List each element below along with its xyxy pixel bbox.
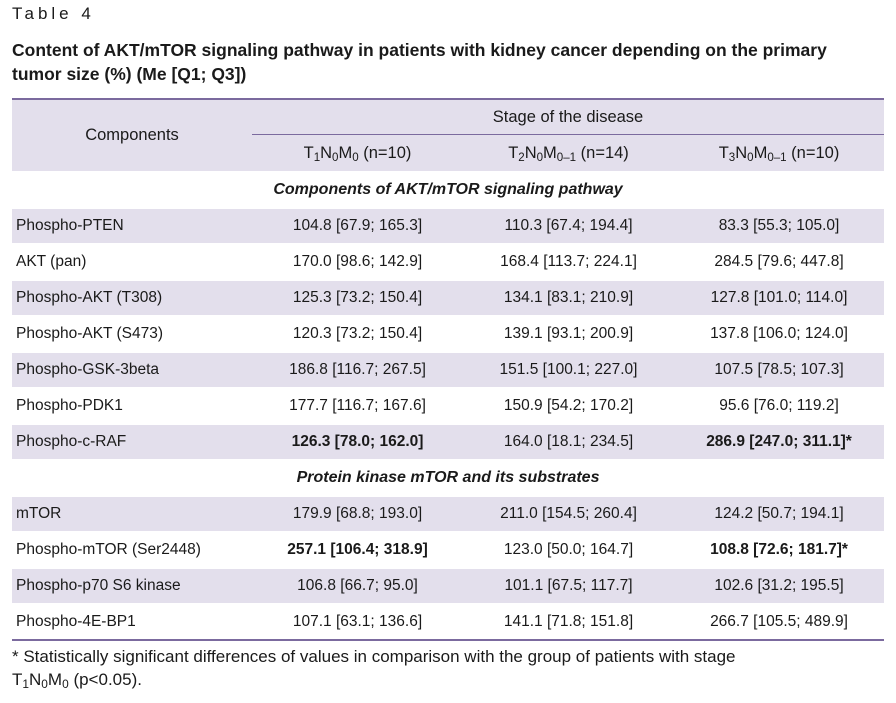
component-name: Phospho-AKT (S473) [12,316,252,353]
component-name: Phospho-PDK1 [12,388,252,425]
table-row: Phospho-PTEN 104.8 [67.9; 165.3] 110.3 [67… [12,208,885,245]
table-row: Phospho-c-RAF 126.3 [78.0; 162.0] 164.0 [1… [12,424,885,461]
value-cell: 164.0 [18.1; 234.5] [463,424,674,461]
footnote-text: * Statistically significant differences … [12,647,736,666]
header-components: Components [12,99,252,173]
table-row: Phospho-4E-BP1 107.1 [63.1; 136.6] 141.1 [… [12,604,885,640]
value-cell: 102.6 [31.2; 195.5] [674,568,885,605]
value-cell: 104.8 [67.9; 165.3] [252,208,463,245]
section-title: Components of AKT/mTOR signaling pathway [12,172,885,209]
value-cell: 168.4 [113.7; 224.1] [463,244,674,281]
table-row: Phospho-GSK-3beta 186.8 [116.7; 267.5] 151… [12,352,885,389]
header-stage-column-1: T1N0M0 (n=10) [252,134,463,173]
value-cell: 120.3 [73.2; 150.4] [252,316,463,353]
value-cell: 106.8 [66.7; 95.0] [252,568,463,605]
value-cell: 95.6 [76.0; 119.2] [674,388,885,425]
footnote-stage: T1N0M0 [12,670,69,691]
component-name: Phospho-GSK-3beta [12,352,252,389]
table-label: Table 4 [12,4,95,23]
header-stage-column-2: T2N0M0–1 (n=14) [463,134,674,173]
value-cell: 101.1 [67.5; 117.7] [463,568,674,605]
component-name: Phospho-p70 S6 kinase [12,568,252,605]
value-cell: 266.7 [105.5; 489.9] [674,604,885,640]
value-cell: 211.0 [154.5; 260.4] [463,496,674,533]
value-cell: 150.9 [54.2; 170.2] [463,388,674,425]
data-table: Components Stage of the disease T1N0M0 (… [12,98,885,641]
section-row: Protein kinase mTOR and its substrates [12,460,885,497]
value-cell: 257.1 [106.4; 318.9] [252,532,463,569]
value-cell: 177.7 [116.7; 167.6] [252,388,463,425]
table-row: Phospho-AKT (S473) 120.3 [73.2; 150.4] 139… [12,316,885,353]
value-cell: 284.5 [79.6; 447.8] [674,244,885,281]
table-row: Phospho-mTOR (Ser2448) 257.1 [106.4; 318.… [12,532,885,569]
value-cell: 108.8 [72.6; 181.7]* [674,532,885,569]
value-cell: 123.0 [50.0; 164.7] [463,532,674,569]
value-cell: 107.1 [63.1; 136.6] [252,604,463,640]
table-row: mTOR 179.9 [68.8; 193.0] 211.0 [154.5; 260… [12,496,885,533]
value-cell: 151.5 [100.1; 227.0] [463,352,674,389]
section-row: Components of AKT/mTOR signaling pathway [12,172,885,209]
value-cell: 137.8 [106.0; 124.0] [674,316,885,353]
value-cell: 139.1 [93.1; 200.9] [463,316,674,353]
value-cell: 134.1 [83.1; 210.9] [463,280,674,317]
footnote: * Statistically significant differences … [12,645,890,691]
table-title: Content of AKT/mTOR signaling pathway in… [12,40,827,84]
value-cell: 170.0 [98.6; 142.9] [252,244,463,281]
component-name: AKT (pan) [12,244,252,281]
value-cell: 141.1 [71.8; 151.8] [463,604,674,640]
value-cell: 124.2 [50.7; 194.1] [674,496,885,533]
table-row: Phospho-p70 S6 kinase 106.8 [66.7; 95.0] 1… [12,568,885,605]
footnote-p: (p<0.05). [68,670,142,689]
component-name: Phospho-c-RAF [12,424,252,461]
component-name: Phospho-AKT (T308) [12,280,252,317]
component-name: Phospho-mTOR (Ser2448) [12,532,252,569]
component-name: mTOR [12,496,252,533]
header-stage: Stage of the disease [252,99,885,135]
table-row: Phospho-AKT (T308) 125.3 [73.2; 150.4] 134… [12,280,885,317]
value-cell: 107.5 [78.5; 107.3] [674,352,885,389]
table-row: Phospho-PDK1 177.7 [116.7; 167.6] 150.9 [5… [12,388,885,425]
value-cell: 179.9 [68.8; 193.0] [252,496,463,533]
value-cell: 126.3 [78.0; 162.0] [252,424,463,461]
header-stage-column-3: T3N0M0–1 (n=10) [674,134,885,173]
value-cell: 110.3 [67.4; 194.4] [463,208,674,245]
value-cell: 125.3 [73.2; 150.4] [252,280,463,317]
value-cell: 83.3 [55.3; 105.0] [674,208,885,245]
section-title: Protein kinase mTOR and its substrates [12,460,885,497]
value-cell: 286.9 [247.0; 311.1]* [674,424,885,461]
component-name: Phospho-PTEN [12,208,252,245]
table-row: AKT (pan) 170.0 [98.6; 142.9] 168.4 [113.7… [12,244,885,281]
value-cell: 186.8 [116.7; 267.5] [252,352,463,389]
value-cell: 127.8 [101.0; 114.0] [674,280,885,317]
component-name: Phospho-4E-BP1 [12,604,252,640]
